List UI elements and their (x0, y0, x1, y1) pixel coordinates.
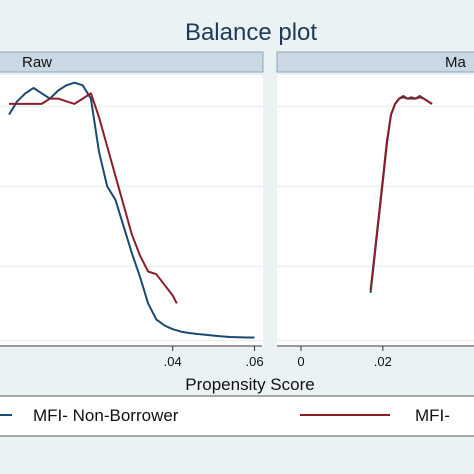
x-axis-label: Propensity Score (185, 375, 314, 394)
panel-matched-series (369, 95, 433, 293)
panel-raw-x-ticks: .04 .06 (164, 346, 264, 369)
panel-raw-plot-area (0, 75, 263, 347)
panel-matched-series-borrower-line (369, 96, 433, 291)
chart-title: Balance plot (185, 19, 317, 46)
panel-matched-x-ticks: 0.02 (297, 346, 392, 369)
panel-raw: Raw .04 .06 (0, 51, 264, 369)
panel-matched: Ma 0.02 (276, 51, 474, 369)
panel-raw-header (0, 51, 264, 73)
panel-raw-series-borrower-line (9, 92, 178, 304)
panel-matched-x-tick-label-1: .02 (374, 354, 392, 369)
legend-box (0, 395, 474, 437)
panel-raw-x-tick-label-1: .06 (246, 354, 264, 369)
panel-matched-label: Ma (445, 54, 466, 71)
panel-matched-grid (277, 106, 474, 342)
legend-entry-borrower: MFI- (415, 406, 450, 425)
panel-raw-series (8, 81, 255, 339)
panel-raw-x-tick-label-0: .04 (164, 354, 182, 369)
panel-matched-plot-area (277, 75, 474, 347)
panel-raw-label: Raw (22, 54, 52, 71)
panel-matched-x-tick-label-0: 0 (297, 354, 304, 369)
legend: MFI- Non-Borrower MFI- (0, 395, 474, 437)
panel-matched-header (276, 51, 474, 73)
legend-entry-non-borrower: MFI- Non-Borrower (33, 406, 179, 425)
panel-raw-grid (0, 106, 263, 342)
